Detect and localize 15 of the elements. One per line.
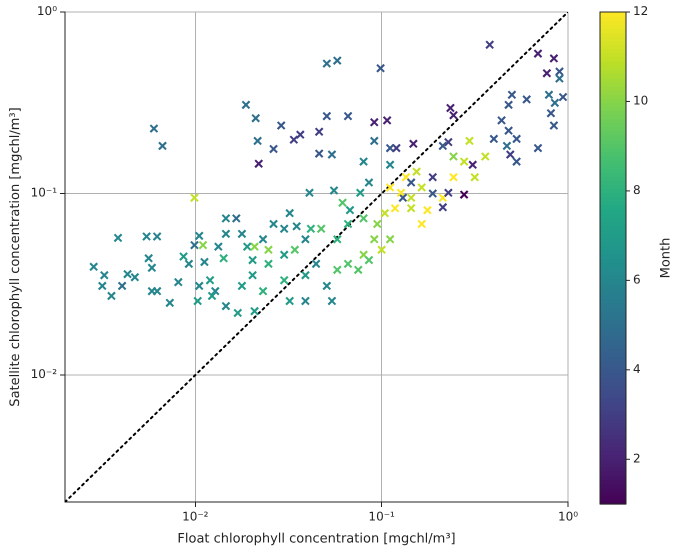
x-axis-title: Float chlorophyll concentration [mgchl/m³]: [177, 532, 456, 547]
color-bar-label: 12: [633, 4, 648, 18]
color-bar-label: 6: [633, 272, 641, 286]
y-axis-title: Satellite chlorophyll concentration [mgchl/m³]: [8, 107, 24, 407]
x-tick-label: 10⁻¹: [368, 509, 396, 524]
y-tick-label: 10⁰: [36, 4, 58, 18]
color-bar-title: Month: [658, 238, 674, 278]
color-bar-label: 2: [633, 451, 641, 466]
color-bar-label: 8: [633, 183, 641, 198]
color-bar-label: 10: [633, 94, 648, 108]
y-tick-label: 10⁻²: [30, 367, 58, 382]
x-tick-label: 10⁻²: [182, 509, 209, 524]
x-tick-label: 10⁰: [558, 509, 578, 524]
color-bar-label: 4: [633, 362, 641, 376]
y-tick-label: 10⁻¹: [30, 186, 58, 200]
